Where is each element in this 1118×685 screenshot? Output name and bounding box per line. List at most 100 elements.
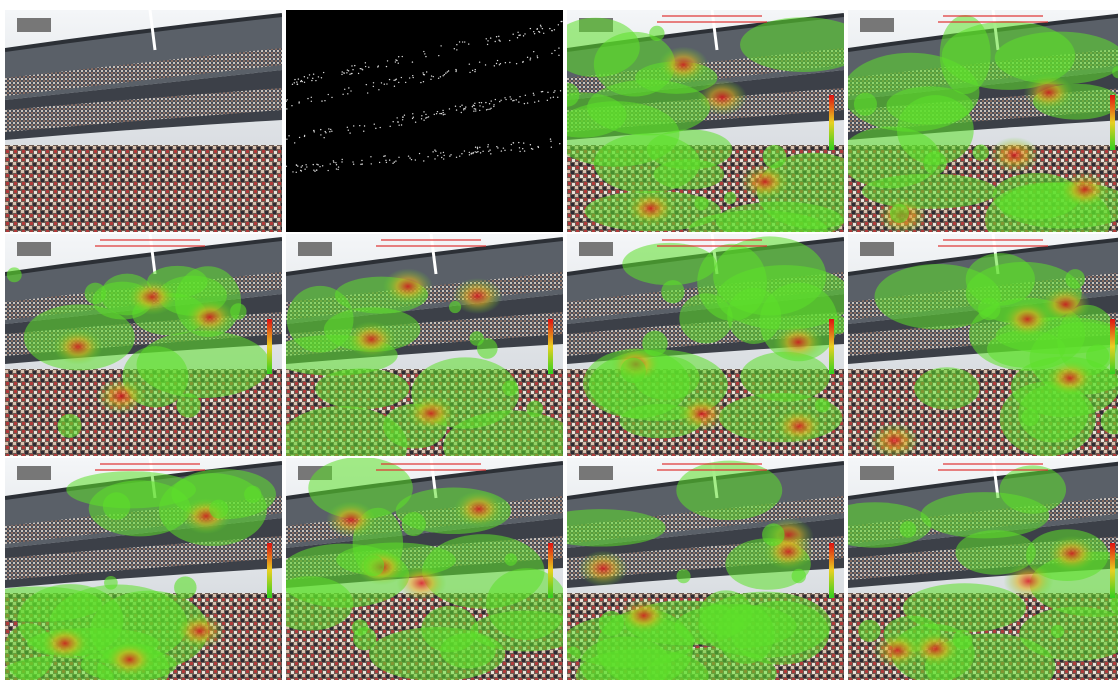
point xyxy=(517,31,519,34)
heat-blob xyxy=(740,17,844,73)
point xyxy=(546,99,549,102)
point xyxy=(471,69,474,72)
point xyxy=(412,76,414,79)
point xyxy=(509,61,511,64)
roof-edge xyxy=(286,237,563,276)
heat-dot xyxy=(972,144,989,161)
point xyxy=(293,82,295,84)
point xyxy=(540,26,542,28)
point xyxy=(533,50,535,53)
point xyxy=(372,85,375,88)
panel xyxy=(286,10,563,232)
point xyxy=(325,132,327,134)
point xyxy=(455,70,457,73)
point xyxy=(324,130,326,133)
point xyxy=(463,109,465,111)
point xyxy=(473,110,475,112)
point xyxy=(465,106,467,108)
point xyxy=(361,68,363,70)
point xyxy=(385,65,388,68)
point xyxy=(487,144,489,146)
point xyxy=(430,78,432,81)
color-scale xyxy=(548,543,553,598)
point xyxy=(388,78,391,81)
panel xyxy=(567,10,844,232)
point xyxy=(298,102,300,104)
color-scale xyxy=(1110,319,1115,374)
point xyxy=(331,96,333,99)
color-scale xyxy=(829,543,834,598)
point xyxy=(463,150,466,152)
heat-dot xyxy=(952,629,973,650)
heat-spot xyxy=(104,641,155,678)
point xyxy=(441,156,443,159)
point xyxy=(400,76,403,79)
point xyxy=(487,108,489,111)
point xyxy=(533,33,536,35)
point xyxy=(393,161,396,163)
point xyxy=(559,143,561,145)
heat-dot xyxy=(620,357,646,384)
panel xyxy=(5,234,282,456)
point xyxy=(317,76,320,78)
point xyxy=(292,171,294,173)
point xyxy=(494,98,497,101)
point xyxy=(479,152,482,154)
point xyxy=(497,147,499,149)
heat-spot xyxy=(676,395,727,432)
point xyxy=(495,62,498,65)
point xyxy=(364,65,367,68)
point xyxy=(300,166,302,168)
roof-edge xyxy=(5,237,282,276)
point xyxy=(456,44,458,46)
point xyxy=(352,161,354,163)
point xyxy=(301,165,304,167)
point xyxy=(401,55,403,58)
point xyxy=(552,96,555,98)
point xyxy=(368,66,370,68)
caption-line xyxy=(95,245,205,247)
heat-spot xyxy=(346,321,397,358)
point xyxy=(310,100,313,102)
point xyxy=(435,150,437,152)
point xyxy=(354,64,356,67)
point xyxy=(432,75,434,78)
point xyxy=(500,150,503,152)
heat-blob xyxy=(676,460,783,521)
point xyxy=(397,62,399,64)
point xyxy=(401,119,404,121)
point xyxy=(443,73,446,76)
point xyxy=(423,119,425,121)
point xyxy=(537,100,540,102)
point xyxy=(459,105,461,108)
point xyxy=(430,75,433,77)
point xyxy=(301,80,303,83)
point xyxy=(305,164,307,166)
point xyxy=(442,151,445,154)
point xyxy=(306,166,308,168)
point xyxy=(324,100,326,102)
heat-dot xyxy=(1065,269,1086,289)
point xyxy=(408,77,411,79)
point xyxy=(375,127,377,130)
point xyxy=(495,36,498,38)
point xyxy=(412,116,415,118)
point xyxy=(286,138,288,140)
point xyxy=(300,79,303,82)
point xyxy=(308,74,311,76)
point xyxy=(346,69,349,71)
point xyxy=(298,136,301,139)
point xyxy=(400,124,403,126)
point xyxy=(323,137,325,139)
point xyxy=(314,170,316,172)
point xyxy=(389,125,391,128)
point xyxy=(513,99,515,102)
point xyxy=(313,129,315,132)
point xyxy=(350,72,353,75)
point xyxy=(550,140,552,142)
heat-blob xyxy=(286,576,354,631)
point xyxy=(509,96,511,98)
heat-blob xyxy=(848,126,941,189)
color-scale xyxy=(829,95,834,150)
